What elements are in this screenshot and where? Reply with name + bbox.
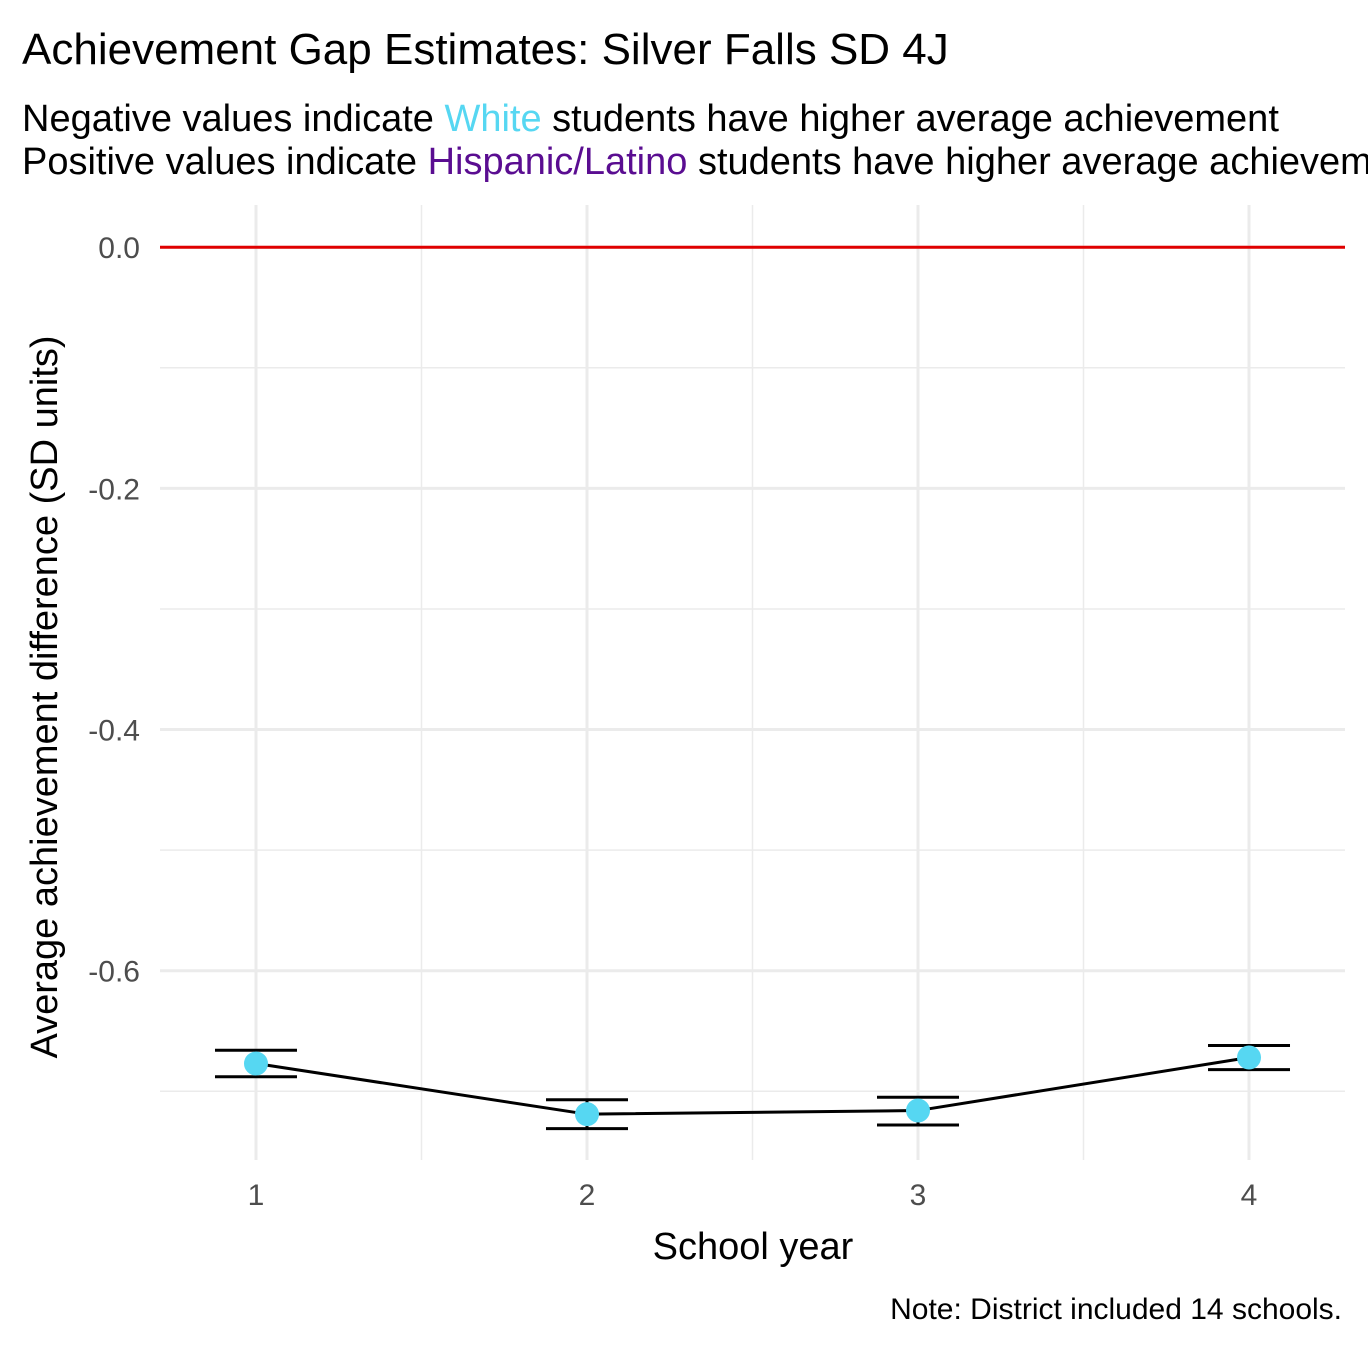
subtitle-1-suffix: students have higher average achievement: [542, 98, 1280, 140]
chart-caption: Note: District included 14 schools.: [890, 1293, 1342, 1326]
subtitle-2-suffix: students have higher average achievement: [687, 141, 1368, 183]
y-axis-title: Average achievement difference (SD units…: [24, 335, 66, 1058]
x-tick-label: 2: [579, 1179, 596, 1212]
y-tick-label: -0.4: [88, 715, 140, 748]
y-tick-label: -0.2: [88, 473, 140, 506]
chart-subtitle-line-2: Positive values indicate Hispanic/Latino…: [22, 141, 1368, 183]
data-point: [906, 1098, 931, 1123]
x-tick-label: 3: [910, 1179, 927, 1212]
data-point: [243, 1051, 268, 1076]
subtitle-1-prefix: Negative values indicate: [22, 98, 444, 140]
x-tick-label: 4: [1241, 1179, 1258, 1212]
chart-title: Achievement Gap Estimates: Silver Falls …: [22, 25, 949, 74]
y-tick-label: 0.0: [98, 232, 140, 265]
x-axis-title: School year: [653, 1226, 854, 1268]
plot-area: 0.0 -0.2 -0.4 -0.6 1 2 3 4: [88, 205, 1345, 1212]
series-line: [255, 1056, 1250, 1116]
subtitle-white-label: White: [444, 98, 541, 140]
data-point: [1237, 1045, 1262, 1070]
y-tick-label: -0.6: [88, 956, 140, 989]
subtitle-hispanic-label: Hispanic/Latino: [428, 141, 688, 183]
subtitle-2-prefix: Positive values indicate: [22, 141, 428, 183]
x-tick-label: 1: [248, 1179, 265, 1212]
chart-subtitle-line-1: Negative values indicate White students …: [22, 98, 1279, 140]
data-point: [574, 1102, 599, 1127]
